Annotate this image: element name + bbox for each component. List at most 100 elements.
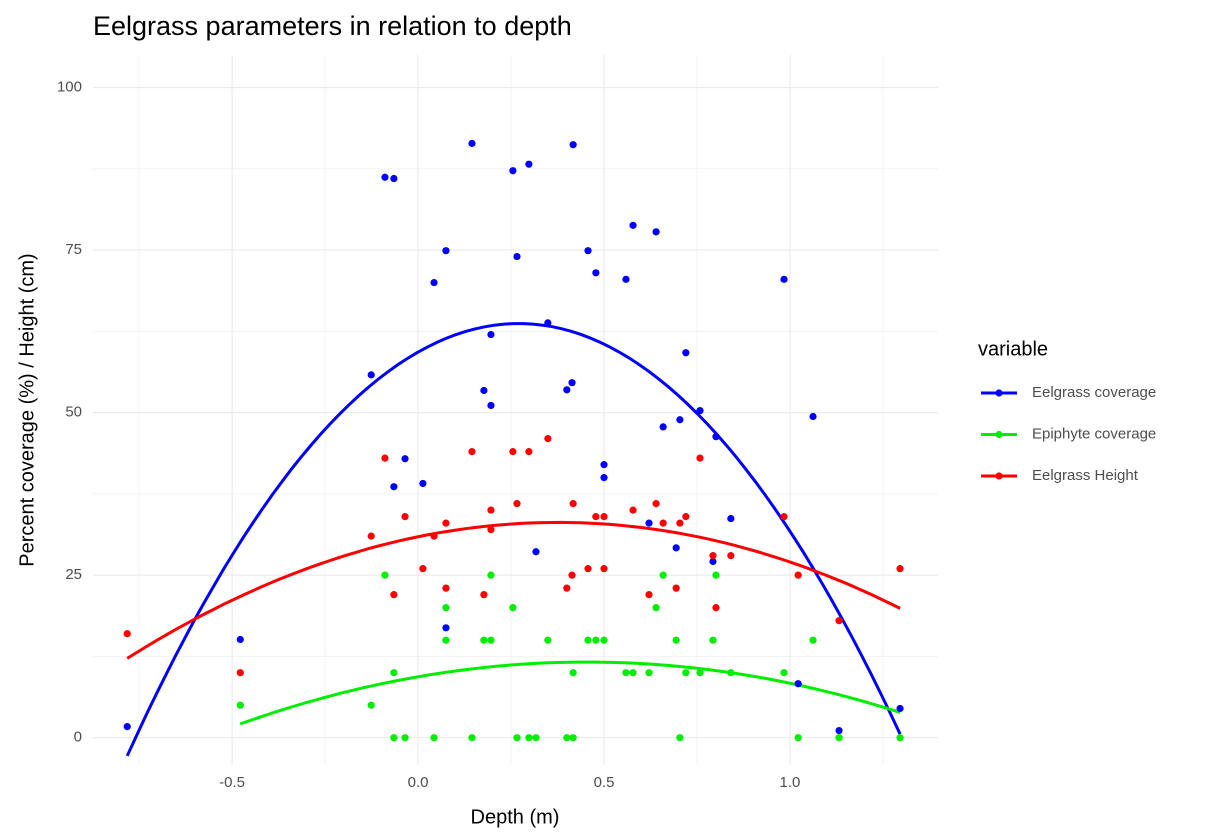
x-tick-label: -0.5 <box>219 774 245 791</box>
point <box>367 371 375 379</box>
y-tick-label: 0 <box>74 729 82 746</box>
point <box>659 519 667 527</box>
point <box>390 669 398 677</box>
point <box>835 726 843 735</box>
point <box>809 412 817 421</box>
x-tick-label: 1.0 <box>780 774 801 791</box>
point <box>794 734 802 742</box>
point <box>123 723 131 731</box>
point <box>659 571 667 579</box>
point <box>430 278 438 287</box>
point <box>487 401 495 410</box>
y-tick-label: 25 <box>65 566 82 583</box>
legend-key-point <box>995 430 1003 439</box>
point <box>629 669 637 677</box>
point <box>600 461 608 469</box>
x-axis-label: Depth (m) <box>471 806 560 828</box>
point <box>480 591 488 599</box>
point <box>236 669 244 677</box>
point <box>896 565 904 573</box>
point <box>592 636 600 644</box>
point <box>584 247 592 255</box>
point <box>468 139 476 148</box>
point <box>709 552 717 560</box>
point <box>487 571 495 579</box>
point <box>629 221 637 229</box>
point <box>709 557 717 566</box>
point <box>676 519 684 527</box>
point <box>780 275 788 283</box>
point <box>430 734 438 742</box>
point <box>401 513 409 521</box>
point <box>442 636 450 644</box>
point <box>468 448 476 456</box>
point <box>563 734 571 742</box>
fits <box>125 322 902 757</box>
point <box>381 454 389 462</box>
point <box>569 669 577 677</box>
legend-title: variable <box>978 338 1048 360</box>
x-tick-label: 0.0 <box>408 774 429 791</box>
point <box>381 571 389 579</box>
point <box>622 275 630 283</box>
point <box>569 500 577 508</box>
point <box>682 669 690 677</box>
point <box>896 734 904 742</box>
point <box>487 526 495 534</box>
y-axis-label: Percent coverage (%) / Height (cm) <box>16 253 38 566</box>
point <box>568 571 576 579</box>
point <box>401 455 409 463</box>
point <box>513 500 521 508</box>
point <box>569 141 577 149</box>
point <box>652 228 660 236</box>
point <box>600 636 608 644</box>
point <box>401 734 409 742</box>
x-tick-label: 0.5 <box>594 774 615 791</box>
point <box>513 252 521 261</box>
point <box>584 565 592 573</box>
y-tick-label: 50 <box>65 404 82 421</box>
point <box>544 636 552 644</box>
grid <box>93 55 938 765</box>
point <box>659 423 667 431</box>
legend-label: Eelgrass coverage <box>1032 384 1156 401</box>
point <box>676 416 684 424</box>
point <box>622 669 630 677</box>
y-tick-label: 75 <box>65 241 82 258</box>
fit-line <box>239 660 901 726</box>
point <box>794 571 802 579</box>
point <box>509 448 517 456</box>
point <box>442 604 450 612</box>
point <box>780 513 788 521</box>
point <box>592 269 600 277</box>
point <box>696 454 704 462</box>
point <box>809 636 817 644</box>
point <box>727 669 735 677</box>
point <box>480 636 488 644</box>
point <box>487 330 495 339</box>
point <box>525 448 533 456</box>
point <box>442 247 450 255</box>
point <box>600 513 608 521</box>
point <box>513 734 521 742</box>
point <box>525 160 533 168</box>
point <box>390 734 398 742</box>
point <box>896 704 904 713</box>
point <box>835 617 843 625</box>
point <box>709 636 717 644</box>
point <box>794 680 802 688</box>
point <box>509 604 517 612</box>
point <box>487 636 495 644</box>
point <box>569 734 577 742</box>
legend-label: Eelgrass Height <box>1032 467 1139 484</box>
point <box>442 519 450 527</box>
point <box>672 636 680 644</box>
point <box>390 483 398 491</box>
point <box>480 386 488 395</box>
point <box>544 319 552 327</box>
point <box>645 669 653 677</box>
point <box>568 379 576 387</box>
point <box>672 544 680 552</box>
point <box>442 584 450 592</box>
